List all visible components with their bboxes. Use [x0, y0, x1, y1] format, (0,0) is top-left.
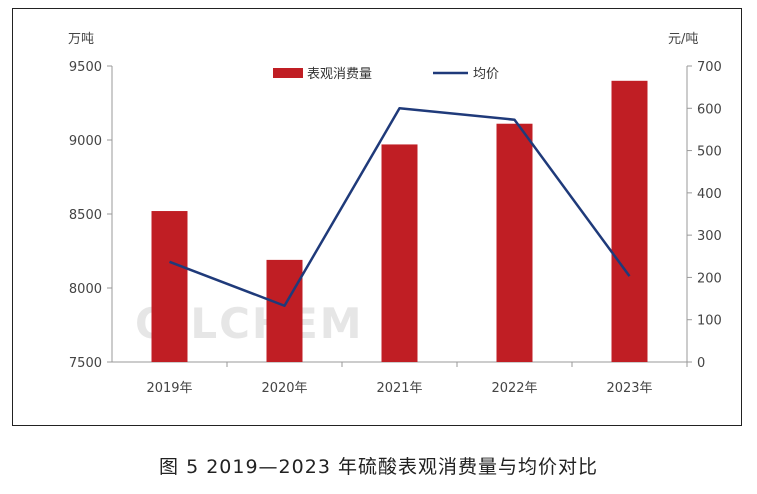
legend-bar-swatch: [273, 68, 303, 78]
legend: 表观消费量 均价: [273, 67, 499, 82]
right-tick-label: 700: [697, 60, 722, 75]
right-tick-label: 100: [697, 314, 722, 329]
right-tick-label: 400: [697, 187, 722, 202]
x-tick-label: 2019年: [146, 381, 192, 396]
right-axis: 700 600 500 400 300 200 100 0: [686, 60, 722, 371]
left-tick-label: 8000: [69, 282, 102, 297]
right-tick-label: 0: [697, 356, 705, 371]
right-tick-label: 500: [697, 145, 722, 160]
bar: [496, 123, 533, 362]
price-line: [169, 107, 631, 308]
x-tick-label: 2022年: [491, 381, 537, 396]
legend-line-label: 均价: [473, 67, 499, 82]
figure-caption: 图 5 2019—2023 年硫酸表观消费量与均价对比: [159, 456, 598, 478]
bar: [266, 259, 303, 362]
x-axis-labels: 2019年 2020年 2021年 2022年 2023年: [146, 362, 688, 396]
line-series: [169, 107, 631, 308]
right-axis-unit: 元/吨: [668, 32, 698, 47]
left-tick-label: 7500: [69, 356, 102, 371]
left-tick-label: 9000: [69, 134, 102, 149]
x-tick-label: 2021年: [376, 381, 422, 396]
bar-series: [151, 80, 648, 363]
bar: [151, 211, 188, 362]
legend-bar-label: 表观消费量: [307, 67, 372, 82]
x-tick-label: 2020年: [261, 381, 307, 396]
left-tick-label: 8500: [69, 208, 102, 223]
x-tick-label: 2023年: [606, 381, 652, 396]
right-tick-label: 300: [697, 229, 722, 244]
left-tick-label: 9500: [69, 60, 102, 75]
bar: [611, 80, 648, 363]
left-axis-unit: 万吨: [68, 32, 94, 47]
right-tick-label: 600: [697, 102, 722, 117]
left-axis: 9500 9000 8500 8000 7500: [69, 60, 687, 371]
right-tick-label: 200: [697, 271, 722, 286]
bar: [381, 144, 418, 362]
